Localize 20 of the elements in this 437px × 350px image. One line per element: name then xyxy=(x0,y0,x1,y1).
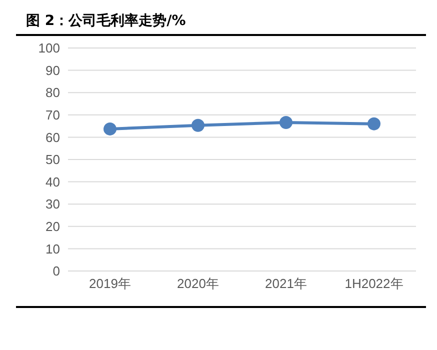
y-tick-label: 100 xyxy=(38,40,60,56)
point xyxy=(104,122,116,136)
y-tick-label: 10 xyxy=(46,241,60,256)
point xyxy=(280,116,292,129)
point xyxy=(192,118,204,132)
chart-title: 图 2：公司毛利率走势/% xyxy=(16,8,426,36)
y-tick-label: 30 xyxy=(46,196,60,212)
y-tick-label: 0 xyxy=(52,264,60,279)
y-tick-label: 60 xyxy=(46,130,60,145)
x-tick-label: 2020年 xyxy=(177,276,219,292)
y-tick-label: 90 xyxy=(46,62,60,78)
x-tick-label: 1H2022年 xyxy=(344,276,404,292)
y-tick-label: 80 xyxy=(46,85,60,100)
x-tick-label: 2019年 xyxy=(89,276,131,292)
y-tick-label: 40 xyxy=(46,174,60,190)
x-tick-label: 2021年 xyxy=(265,276,307,292)
point xyxy=(368,117,380,130)
y-tick-label: 20 xyxy=(46,219,60,234)
y-tick-label: 70 xyxy=(46,108,60,123)
y-tick-label: 50 xyxy=(46,152,60,168)
